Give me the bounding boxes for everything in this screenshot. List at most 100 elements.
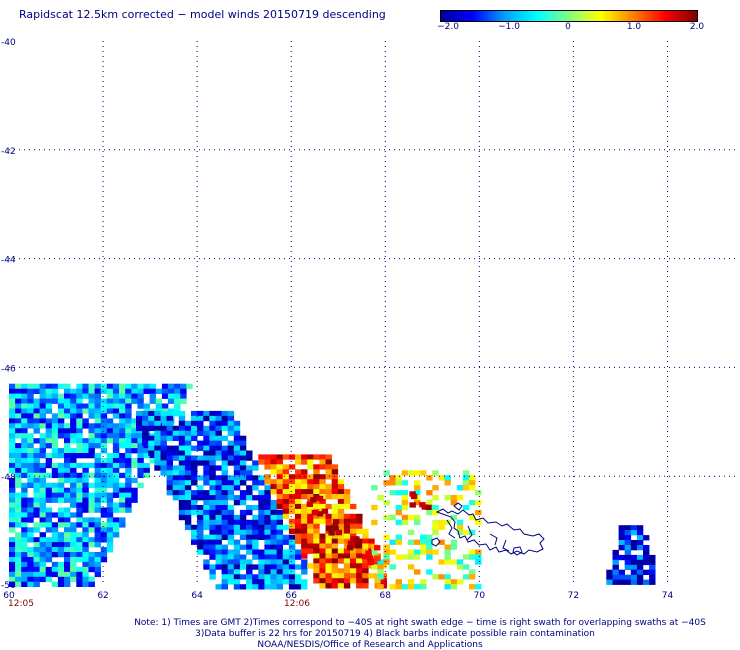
data-cell: [221, 574, 228, 580]
data-cell: [209, 509, 216, 516]
data-cell: [636, 530, 644, 536]
data-cell: [191, 480, 198, 486]
data-cell: [319, 533, 326, 539]
data-cell: [51, 547, 59, 553]
data-cell: [51, 393, 59, 399]
data-cell: [70, 403, 77, 409]
y-tick-label: -40: [1, 38, 16, 48]
data-cell: [425, 504, 432, 510]
data-cell: [172, 475, 180, 481]
data-cell: [252, 529, 259, 535]
data-cell: [276, 564, 283, 570]
data-cell: [15, 453, 22, 459]
data-cell: [15, 448, 22, 454]
data-cell: [137, 462, 144, 469]
data-cell: [64, 398, 71, 404]
data-cell: [395, 579, 402, 585]
data-cell: [106, 453, 114, 459]
data-cell: [155, 403, 163, 409]
colorbar-tick-label: 2.0: [689, 22, 705, 32]
data-cell: [21, 492, 28, 498]
data-cell: [239, 480, 247, 486]
data-cell: [239, 455, 247, 461]
data-cell: [51, 522, 59, 528]
data-cell: [203, 549, 210, 555]
data-cell: [88, 581, 95, 587]
data-cell: [76, 552, 83, 558]
data-cell: [88, 433, 95, 439]
data-cell: [15, 502, 22, 508]
data-cell: [288, 559, 296, 565]
data-cell: [444, 475, 451, 481]
data-cell: [282, 484, 290, 490]
data-cell: [203, 410, 210, 417]
data-cell: [174, 383, 181, 389]
data-cell: [331, 494, 339, 500]
data-cell: [325, 568, 332, 574]
data-cell: [100, 482, 108, 488]
data-cell: [100, 547, 108, 553]
note-line-1: Note: 1) Times are GMT 2)Times correspon…: [134, 618, 706, 628]
data-cell: [33, 561, 40, 568]
data-cell: [438, 524, 445, 530]
data-cell: [270, 529, 277, 535]
data-cell: [51, 413, 59, 419]
data-cell: [258, 519, 265, 526]
data-cell: [82, 423, 89, 429]
data-cell: [51, 438, 59, 444]
data-cell: [21, 507, 28, 513]
data-cell: [33, 571, 40, 578]
data-cell: [270, 479, 277, 485]
data-cell: [420, 470, 427, 476]
data-cell: [362, 558, 369, 564]
data-cell: [328, 530, 335, 536]
data-cell: [227, 505, 235, 511]
data-cell: [282, 508, 290, 515]
data-cell: [343, 548, 351, 554]
data-cell: [264, 544, 271, 550]
data-cell: [319, 489, 326, 495]
data-cell: [215, 505, 222, 511]
data-cell: [354, 542, 362, 548]
data-cell: [221, 544, 228, 550]
data-cell: [119, 438, 126, 444]
data-cell: [203, 455, 210, 461]
data-cell: [88, 383, 95, 389]
data-cell: [51, 552, 59, 558]
data-cell: [325, 454, 332, 460]
data-cell: [70, 552, 77, 558]
data-cell: [76, 477, 83, 484]
data-cell: [221, 470, 228, 476]
data-cell: [331, 558, 339, 564]
data-cell: [160, 455, 167, 461]
data-cell: [246, 579, 253, 585]
data-cell: [82, 472, 89, 479]
data-cell: [15, 497, 22, 503]
data-cell: [9, 557, 16, 563]
data-cell: [270, 519, 277, 526]
data-cell: [264, 519, 271, 526]
data-cell: [9, 576, 16, 583]
data-cell: [9, 462, 16, 469]
data-cell: [307, 464, 314, 470]
data-cell: [233, 460, 241, 466]
data-cell: [258, 559, 265, 565]
data-cell: [106, 482, 114, 488]
data-cell: [362, 538, 369, 544]
data-cell: [203, 519, 210, 526]
data-cell: [137, 383, 144, 389]
data-cell: [64, 522, 71, 528]
data-cell: [166, 415, 173, 422]
data-cell: [184, 450, 192, 456]
data-cell: [252, 549, 259, 555]
data-cell: [154, 460, 161, 466]
grid-lines: [9, 41, 736, 585]
data-cell: [252, 460, 259, 466]
data-cell: [178, 460, 186, 466]
data-cell: [197, 549, 204, 555]
data-cell: [270, 564, 277, 570]
data-cell: [112, 527, 120, 533]
data-cell: [197, 430, 204, 436]
data-cell: [9, 482, 16, 488]
data-cell: [142, 410, 149, 417]
